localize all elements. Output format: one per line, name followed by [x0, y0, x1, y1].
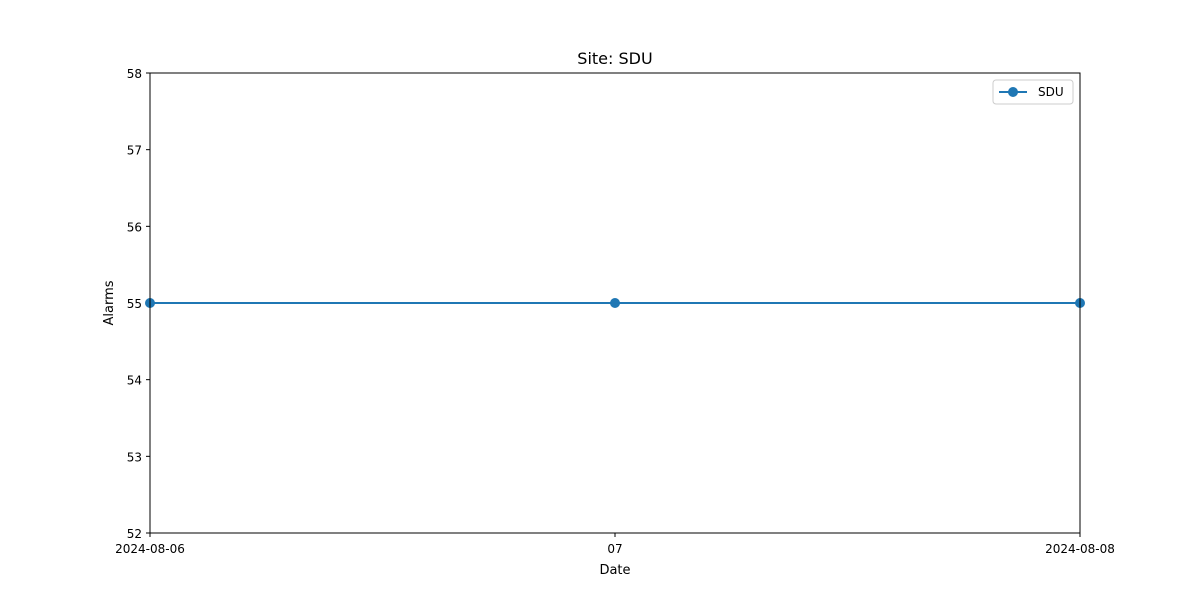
legend-label: SDU: [1038, 85, 1064, 99]
x-tick-label: 2024-08-06: [115, 542, 185, 556]
y-tick-label: 53: [127, 450, 142, 464]
legend: SDU: [992, 79, 1074, 105]
data-point: [610, 298, 620, 308]
legend-box: [992, 79, 1074, 105]
y-tick-label: 54: [127, 374, 142, 388]
x-axis-label: Date: [599, 563, 630, 578]
y-tick-label: 55: [127, 297, 142, 311]
y-tick-label: 52: [127, 527, 142, 541]
y-tick-label: 56: [127, 220, 142, 234]
y-axis-label: Alarms: [102, 280, 117, 325]
chart-title: Site: SDU: [577, 49, 652, 68]
y-tick-label: 58: [127, 67, 142, 81]
x-tick-label: 07: [607, 542, 622, 556]
y-tick-label: 57: [127, 144, 142, 158]
x-tick-label: 2024-08-08: [1045, 542, 1115, 556]
legend-marker: [1008, 87, 1018, 97]
plot-area-frame: [149, 72, 1081, 534]
